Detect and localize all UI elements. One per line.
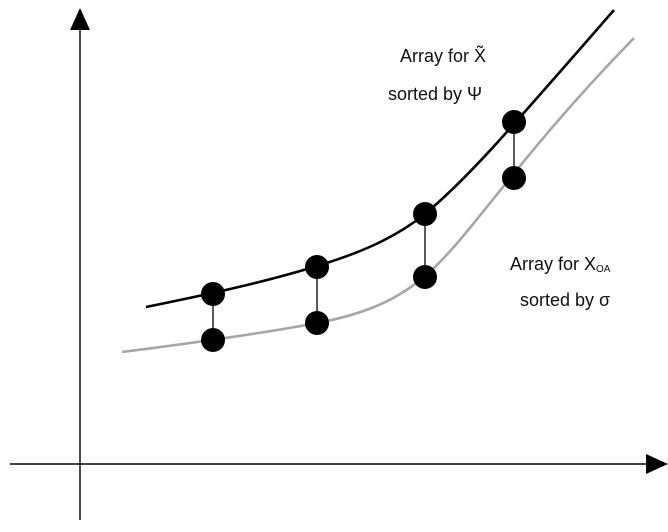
upper-label-line1: Array for X̃ <box>400 45 486 66</box>
lower-point-4 <box>502 166 526 190</box>
upper-point-3 <box>413 202 437 226</box>
upper-point-2 <box>305 255 329 279</box>
axes <box>10 8 668 520</box>
lower-label-line1: Array for XOA <box>510 254 611 275</box>
lower-point-1 <box>201 328 225 352</box>
x-axis-arrowhead-icon <box>646 454 668 474</box>
lower-curve <box>121 37 635 354</box>
points <box>201 110 526 352</box>
upper-point-4 <box>502 110 526 134</box>
lower-point-3 <box>413 265 437 289</box>
y-axis-arrowhead-icon <box>70 8 90 30</box>
upper-label-line2: sorted by Ψ <box>388 84 482 104</box>
lower-label-line2: sorted by σ <box>520 290 610 310</box>
lower-point-2 <box>305 311 329 335</box>
upper-curve-label: Array for X̃ sorted by Ψ <box>388 45 486 104</box>
upper-point-1 <box>201 282 225 306</box>
lower-curve-label: Array for XOA sorted by σ <box>510 254 611 310</box>
